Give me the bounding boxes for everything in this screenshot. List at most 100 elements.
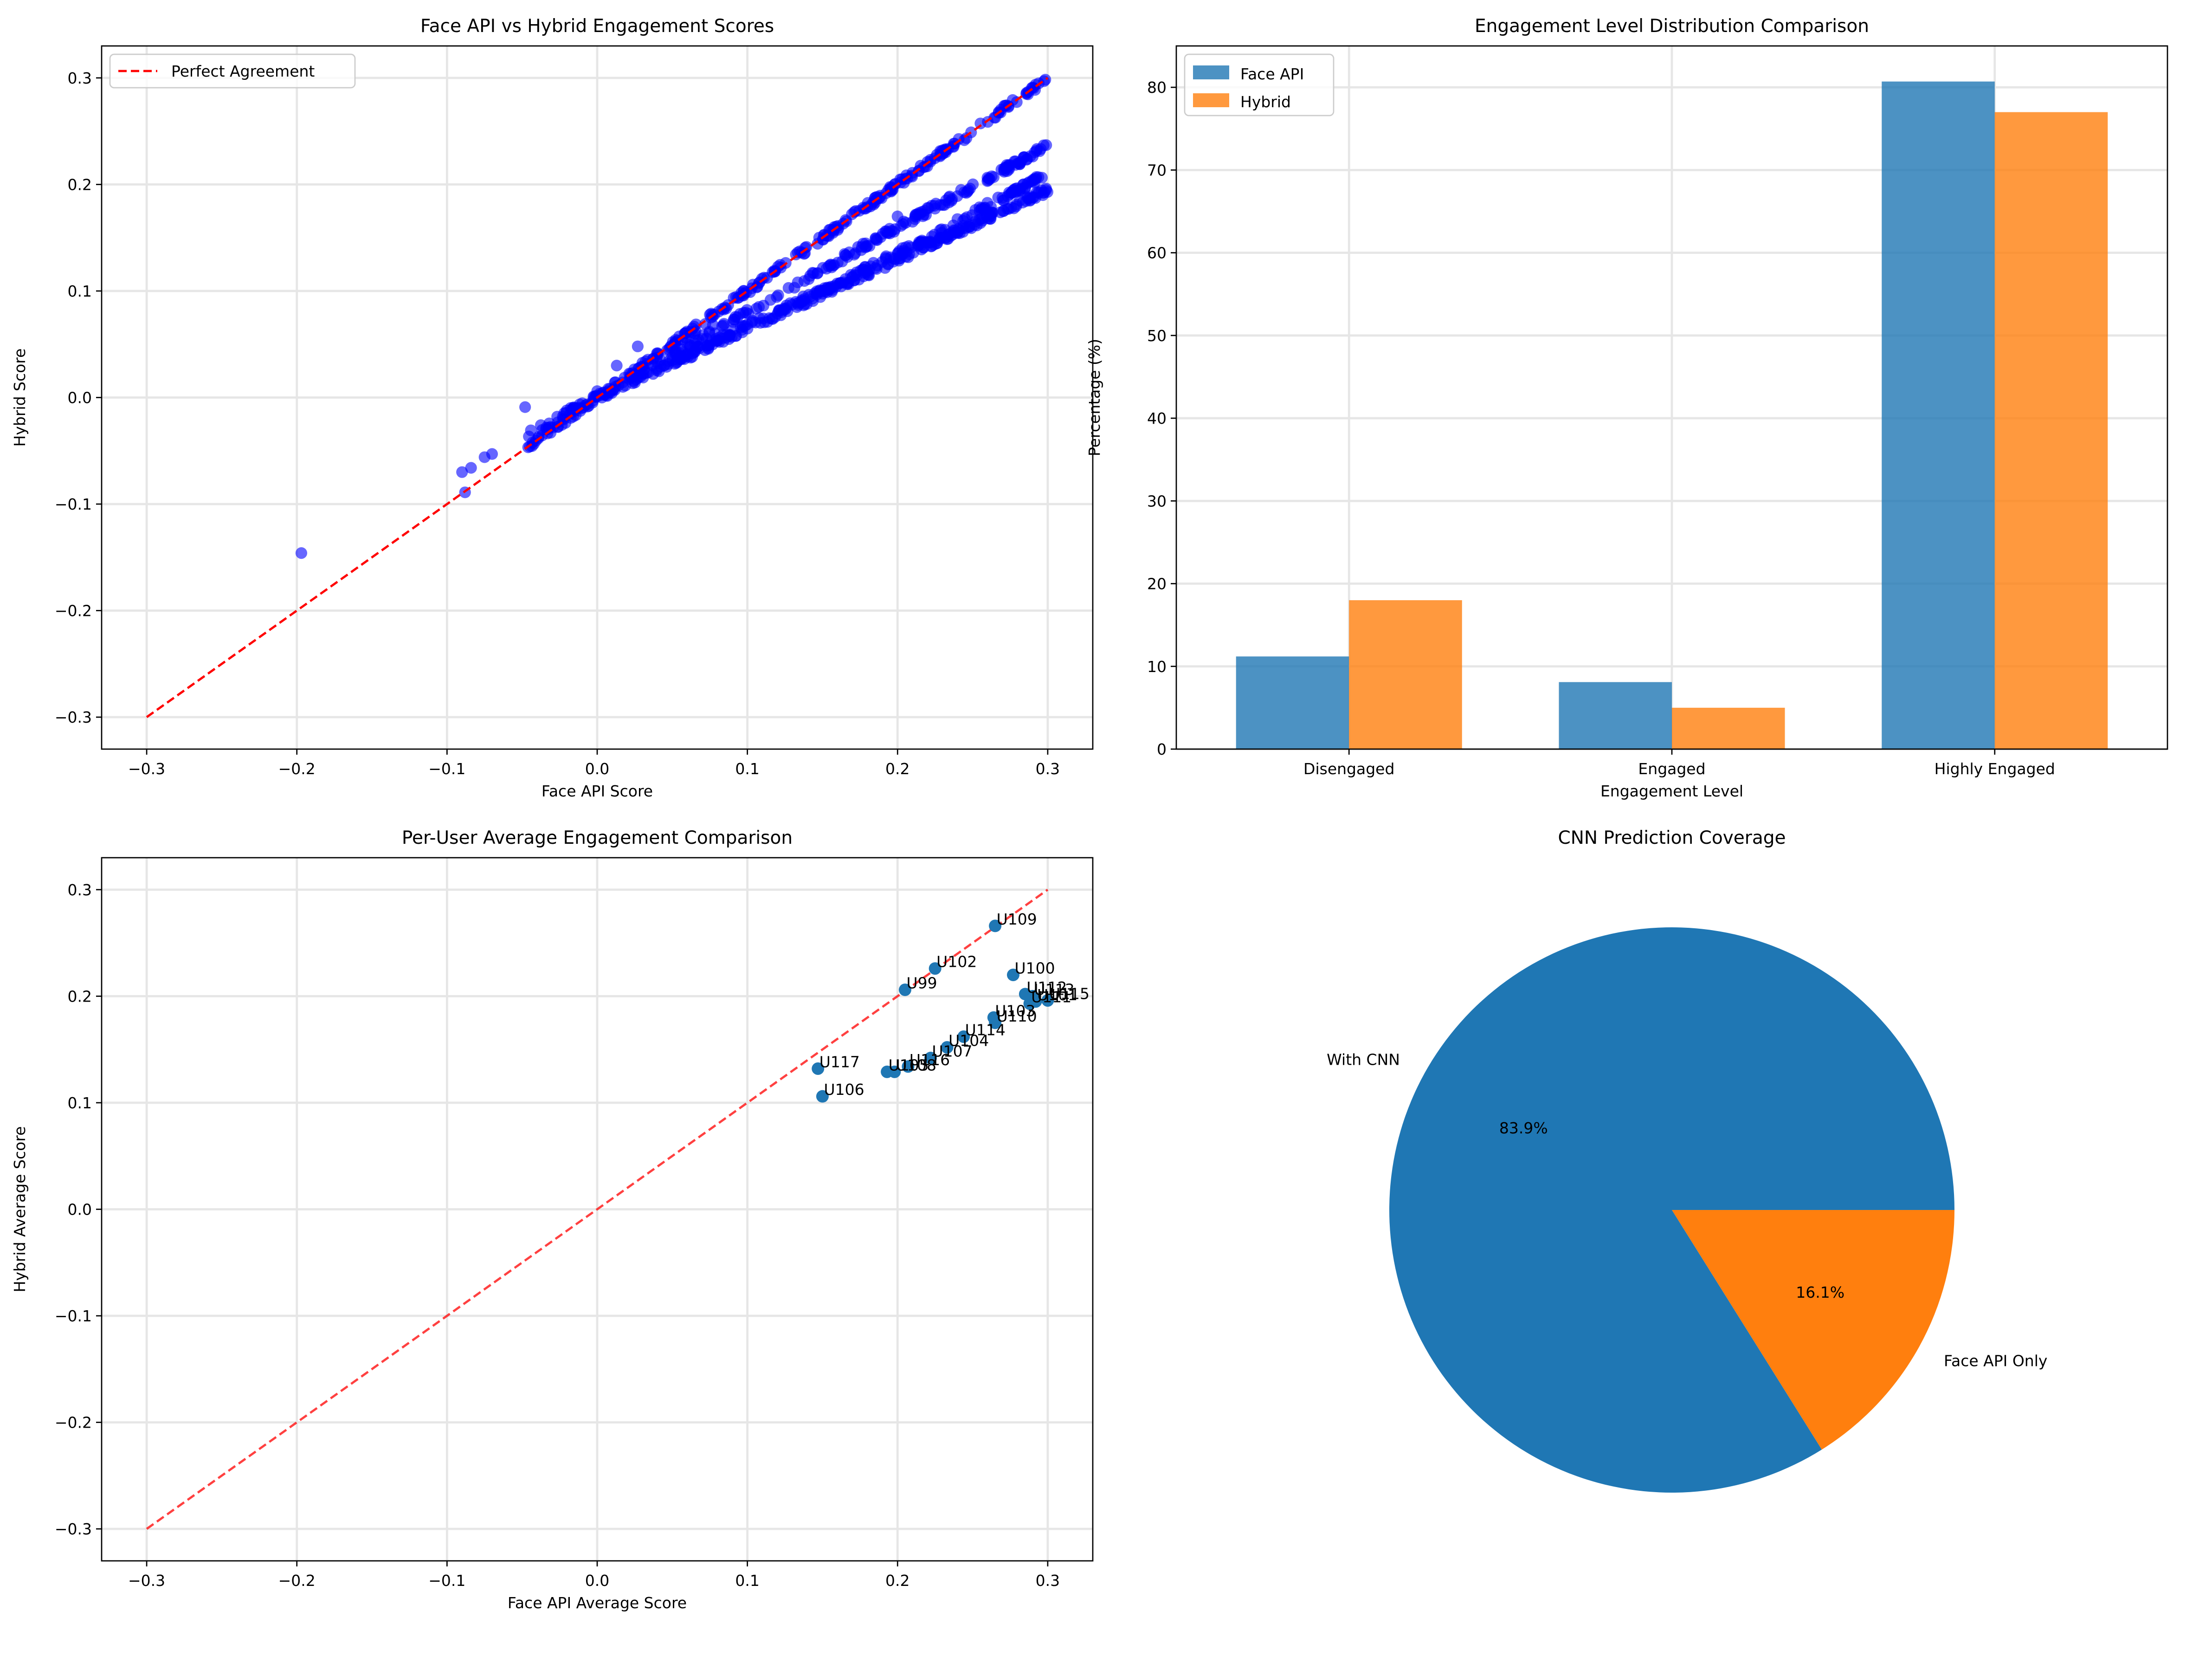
scatter-point xyxy=(711,335,723,347)
legend-label: Perfect Agreement xyxy=(171,62,315,80)
chart-title: CNN Prediction Coverage xyxy=(1558,828,1786,848)
y-tick-label: 10 xyxy=(1147,658,1167,676)
chart-cnn-coverage: CNN Prediction Coverage 83.9% With CNN 16.1… xyxy=(1327,828,2047,1493)
user-point xyxy=(902,1060,915,1073)
scatter-point xyxy=(906,171,918,183)
user-label: U112 xyxy=(1026,978,1067,996)
user-label: U102 xyxy=(936,953,977,971)
scatter-point xyxy=(1017,179,1029,191)
x-tick-label: −0.2 xyxy=(278,1572,316,1590)
user-label: U99 xyxy=(906,974,937,992)
scatter-point xyxy=(922,202,934,214)
axes-frame xyxy=(1175,45,2168,750)
pie-slice-label: With CNN xyxy=(1327,1050,1400,1068)
user-label: U116 xyxy=(909,1051,950,1069)
x-tick-label: 0.0 xyxy=(585,1572,609,1590)
scatter-point xyxy=(1022,193,1034,205)
scatter-point xyxy=(798,248,810,260)
user-label: U109 xyxy=(997,910,1037,928)
user-label: U101 xyxy=(1037,986,1077,1004)
scatter-point xyxy=(924,235,936,247)
user-point xyxy=(881,1065,894,1078)
y-axis-label: Hybrid Score xyxy=(11,349,29,447)
scatter-point xyxy=(870,262,882,274)
scatter-point xyxy=(617,381,629,393)
user-label: U105 xyxy=(889,1056,929,1074)
scatter-point xyxy=(958,134,970,146)
x-tick-label: 0.1 xyxy=(735,1572,759,1590)
scatter-point xyxy=(749,317,761,329)
scatter-point xyxy=(902,251,914,263)
user-label: U115 xyxy=(1049,985,1090,1003)
user-point xyxy=(1006,969,1019,981)
scatter-point xyxy=(690,318,702,330)
scatter-point xyxy=(636,368,648,380)
scatter-point xyxy=(1020,154,1033,166)
axes-frame xyxy=(101,45,1094,750)
user-label: U100 xyxy=(1014,959,1055,977)
y-tick-label: 40 xyxy=(1147,409,1167,427)
legend-label: Hybrid xyxy=(1240,93,1291,111)
axes-frame xyxy=(101,857,1094,1562)
user-point xyxy=(816,1090,829,1103)
scatter-point xyxy=(738,285,750,297)
chart-title: Engagement Level Distribution Comparison xyxy=(1475,16,1869,37)
scatter-point xyxy=(465,462,477,474)
scatter-point xyxy=(893,254,905,267)
y-tick-label: −0.1 xyxy=(55,495,92,513)
scatter-point xyxy=(666,354,678,366)
y-tick-label: 80 xyxy=(1147,78,1167,97)
y-tick-label: −0.1 xyxy=(55,1307,92,1325)
scatter-point xyxy=(736,323,748,336)
user-point xyxy=(957,1030,970,1043)
y-axis-label: Percentage (%) xyxy=(1085,339,1103,456)
scatter-point xyxy=(861,239,873,252)
y-tick-label: 0.2 xyxy=(68,175,92,194)
scatter-point xyxy=(943,192,955,204)
scatter-point xyxy=(891,210,903,222)
bar-face-api xyxy=(1882,81,1995,750)
scatter-point xyxy=(1002,161,1014,173)
scatter-point xyxy=(981,172,993,184)
perfect-agreement-line xyxy=(146,77,1049,718)
legend-swatch xyxy=(1193,93,1229,107)
y-axis-label: Hybrid Average Score xyxy=(11,1126,29,1293)
bar-hybrid xyxy=(1994,112,2108,749)
scatter-point xyxy=(1038,75,1050,87)
y-tick-label: 60 xyxy=(1147,244,1167,262)
scatter-point xyxy=(864,201,877,213)
y-tick-label: 30 xyxy=(1147,492,1167,510)
bar-face-api xyxy=(1559,682,1672,749)
scatter-point xyxy=(982,212,994,225)
user-point xyxy=(924,1052,937,1065)
user-label: U106 xyxy=(824,1080,864,1099)
scatter-point xyxy=(848,206,860,218)
scatter-point xyxy=(696,333,709,345)
user-label: U104 xyxy=(948,1032,989,1050)
user-label: U117 xyxy=(819,1053,860,1071)
user-label: U111 xyxy=(1031,988,1071,1006)
scatter-point xyxy=(601,390,613,402)
y-tick-label: −0.2 xyxy=(55,602,92,620)
x-tick-label: 0.0 xyxy=(585,760,609,778)
legend-box xyxy=(109,53,356,89)
x-tick-label: 0.3 xyxy=(1036,1572,1060,1590)
scatter-point xyxy=(772,289,784,301)
scatter-point xyxy=(729,313,741,325)
y-tick-label: 0.3 xyxy=(68,69,92,87)
scatter-point xyxy=(611,360,623,372)
scatter-point xyxy=(1032,171,1045,183)
reference-line xyxy=(146,888,1049,1530)
scatter-point xyxy=(807,295,819,307)
bar-hybrid xyxy=(1672,707,1785,749)
bars xyxy=(1236,81,2108,750)
user-label: U107 xyxy=(932,1042,972,1061)
scatter-point xyxy=(841,251,853,263)
scatter-point xyxy=(953,224,965,236)
user-point xyxy=(898,983,911,996)
x-tick-label: −0.1 xyxy=(428,760,465,778)
scatter-point xyxy=(782,282,794,294)
